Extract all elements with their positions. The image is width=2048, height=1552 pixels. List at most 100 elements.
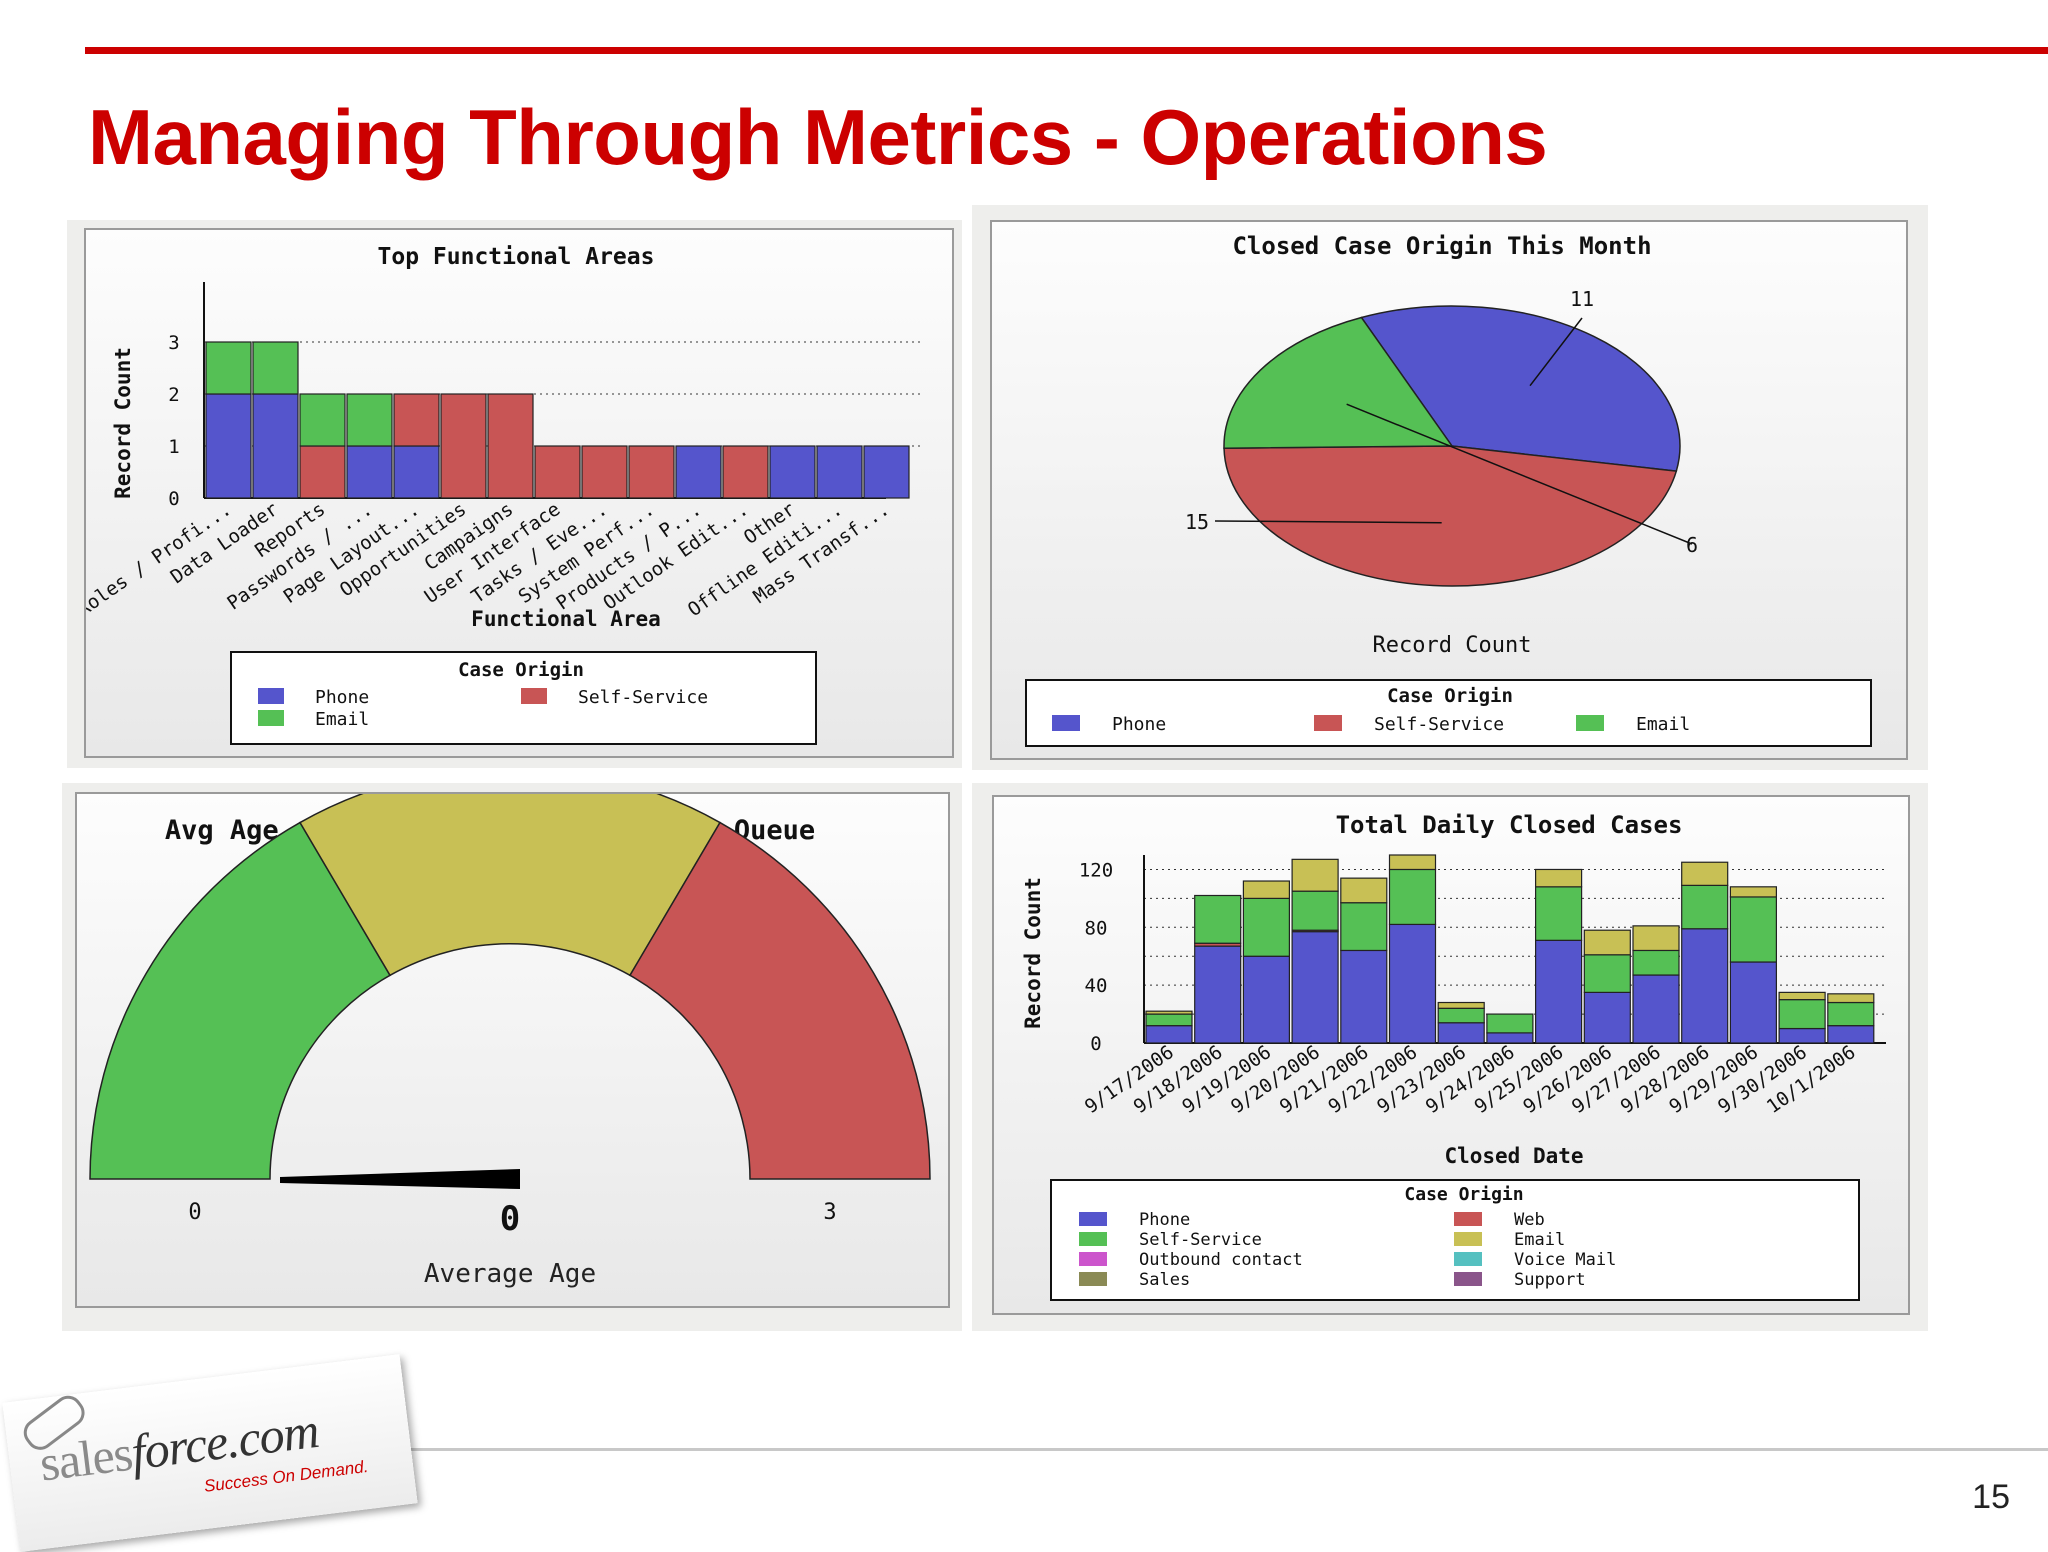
legend-label: Voice Mail: [1514, 1250, 1616, 1270]
bar-segment: [1729, 961, 1778, 1044]
legend-swatch: [1052, 715, 1080, 731]
bar-segment: [393, 393, 440, 447]
legend-swatch: [521, 688, 547, 704]
legend-label: Email: [315, 709, 369, 730]
y-tick-label: 0: [1090, 1033, 1101, 1055]
slide-title: Managing Through Metrics - Operations: [88, 93, 1548, 181]
legend-swatch: [1576, 715, 1604, 731]
bar-segment: [1583, 991, 1631, 1044]
bar-segment: [299, 393, 346, 447]
bar-segment: [1242, 955, 1290, 1044]
gauge-axis-label: Average Age: [424, 1259, 596, 1289]
legend-swatch: [258, 710, 284, 726]
legend-label: Support: [1514, 1270, 1586, 1290]
pie-leader-line: [1346, 403, 1693, 545]
legend-label: Phone: [1139, 1210, 1190, 1230]
page-number: 15: [1972, 1478, 2010, 1516]
pie-data-label: 15: [1185, 510, 1209, 534]
bar-segment: [675, 445, 722, 499]
y-tick-label: 1: [168, 436, 179, 458]
y-axis-label: Record Count: [1021, 877, 1045, 1029]
gauge-band: [628, 821, 931, 1180]
bar-segment: [1145, 1013, 1193, 1027]
chart-title: Closed Case Origin This Month: [1232, 232, 1651, 260]
bar-segment: [1145, 1025, 1193, 1044]
bar-segment: [769, 445, 816, 499]
bar-segment: [1194, 894, 1242, 944]
gauge-value-label: 0: [500, 1199, 520, 1239]
bar-segment: [628, 445, 675, 499]
title-rule: [85, 47, 2048, 54]
x-axis-label: Closed Date: [1444, 1144, 1583, 1168]
y-tick-label: 120: [1079, 859, 1113, 881]
gauge-needle: [280, 1169, 520, 1189]
bar-segment: [1827, 1025, 1875, 1044]
bar-segment: [205, 393, 252, 499]
bar-segment: [1242, 880, 1290, 899]
gauge-max-label: 3: [823, 1200, 836, 1225]
bar-segment: [393, 445, 440, 499]
bar-segment: [1437, 1022, 1485, 1044]
legend-label: Email: [1514, 1230, 1565, 1250]
bar-segment: [440, 393, 487, 499]
bar-segment: [1437, 1001, 1485, 1009]
legend-label: Phone: [1112, 714, 1166, 735]
legend-label: Web: [1514, 1210, 1545, 1230]
bar-segment: [1291, 858, 1339, 892]
chart-closed-case-origin: Closed Case Origin This Month 11 15 6 Record…: [1025, 232, 1872, 747]
bar-segment: [1388, 854, 1437, 871]
panel-daily-closed: Total Daily Closed Cases Record Count 0 40 8…: [972, 783, 1928, 1331]
legend-label: Email: [1636, 714, 1690, 735]
bar-segment: [581, 445, 628, 499]
footer-rule: [410, 1448, 2048, 1451]
bar-segment: [1486, 1032, 1534, 1044]
bar-segment: [1632, 925, 1680, 952]
frame-closed-case-origin: Closed Case Origin This Month 11 15 6 Record…: [990, 220, 1908, 760]
y-axis-label: Record Count: [111, 347, 135, 499]
legend-swatch: [1079, 1272, 1107, 1286]
legend-box: [1025, 679, 1872, 747]
bar-segment: [1778, 1027, 1826, 1044]
logo-prefix: sales: [36, 1424, 135, 1492]
legend-label: Self-Service: [1139, 1230, 1262, 1250]
bar-segment: [1534, 939, 1583, 1044]
bar-segment: [1681, 928, 1729, 1044]
pie-leader-line: [1214, 520, 1442, 524]
legend-title: Case Origin: [458, 659, 584, 681]
y-tick-label: 0: [168, 488, 179, 510]
bar-segment: [1388, 868, 1437, 926]
bar-segment: [816, 445, 863, 499]
bar-segment: [1437, 1007, 1485, 1024]
bar-segment: [1388, 923, 1437, 1044]
legend-swatch: [1314, 715, 1342, 731]
gauge-band: [89, 821, 392, 1180]
frame-avg-age: Avg Age of Cases in Global Premier Queue…: [75, 766, 950, 1308]
legend-swatch: [1079, 1232, 1107, 1246]
x-axis-label: Functional Area: [471, 607, 661, 631]
bar-segment: [1681, 884, 1729, 930]
legend-title: Case Origin: [1404, 1184, 1523, 1205]
legend-label: Phone: [315, 687, 369, 708]
bar-segment: [1486, 1013, 1534, 1034]
bar-segment: [1778, 991, 1826, 1001]
bar-segment: [1340, 877, 1388, 904]
bar-segment: [534, 445, 581, 499]
bar-segment: [1534, 868, 1583, 888]
legend-label: Self-Service: [578, 687, 708, 708]
y-tick-label: 2: [168, 384, 179, 406]
bar-segment: [1340, 949, 1388, 1044]
panel-top-functional-areas: Top Functional Areas Record Count 0 1 2 3 Role…: [67, 220, 962, 768]
chart-avg-age: Avg Age of Cases in Global Premier Queue…: [89, 766, 931, 1289]
legend-swatch: [1079, 1212, 1107, 1226]
bar-segment: [1534, 886, 1583, 941]
bar-segment: [1340, 902, 1388, 952]
legend-swatch: [1454, 1252, 1482, 1266]
legend-swatch: [258, 688, 284, 704]
legend-swatch: [1454, 1272, 1482, 1286]
pie-leader-line: [1529, 317, 1583, 387]
pie-data-label: 6: [1686, 533, 1698, 557]
legend-title: Case Origin: [1387, 685, 1513, 707]
legend-label: Self-Service: [1374, 714, 1504, 735]
bar-segment: [1681, 861, 1729, 886]
